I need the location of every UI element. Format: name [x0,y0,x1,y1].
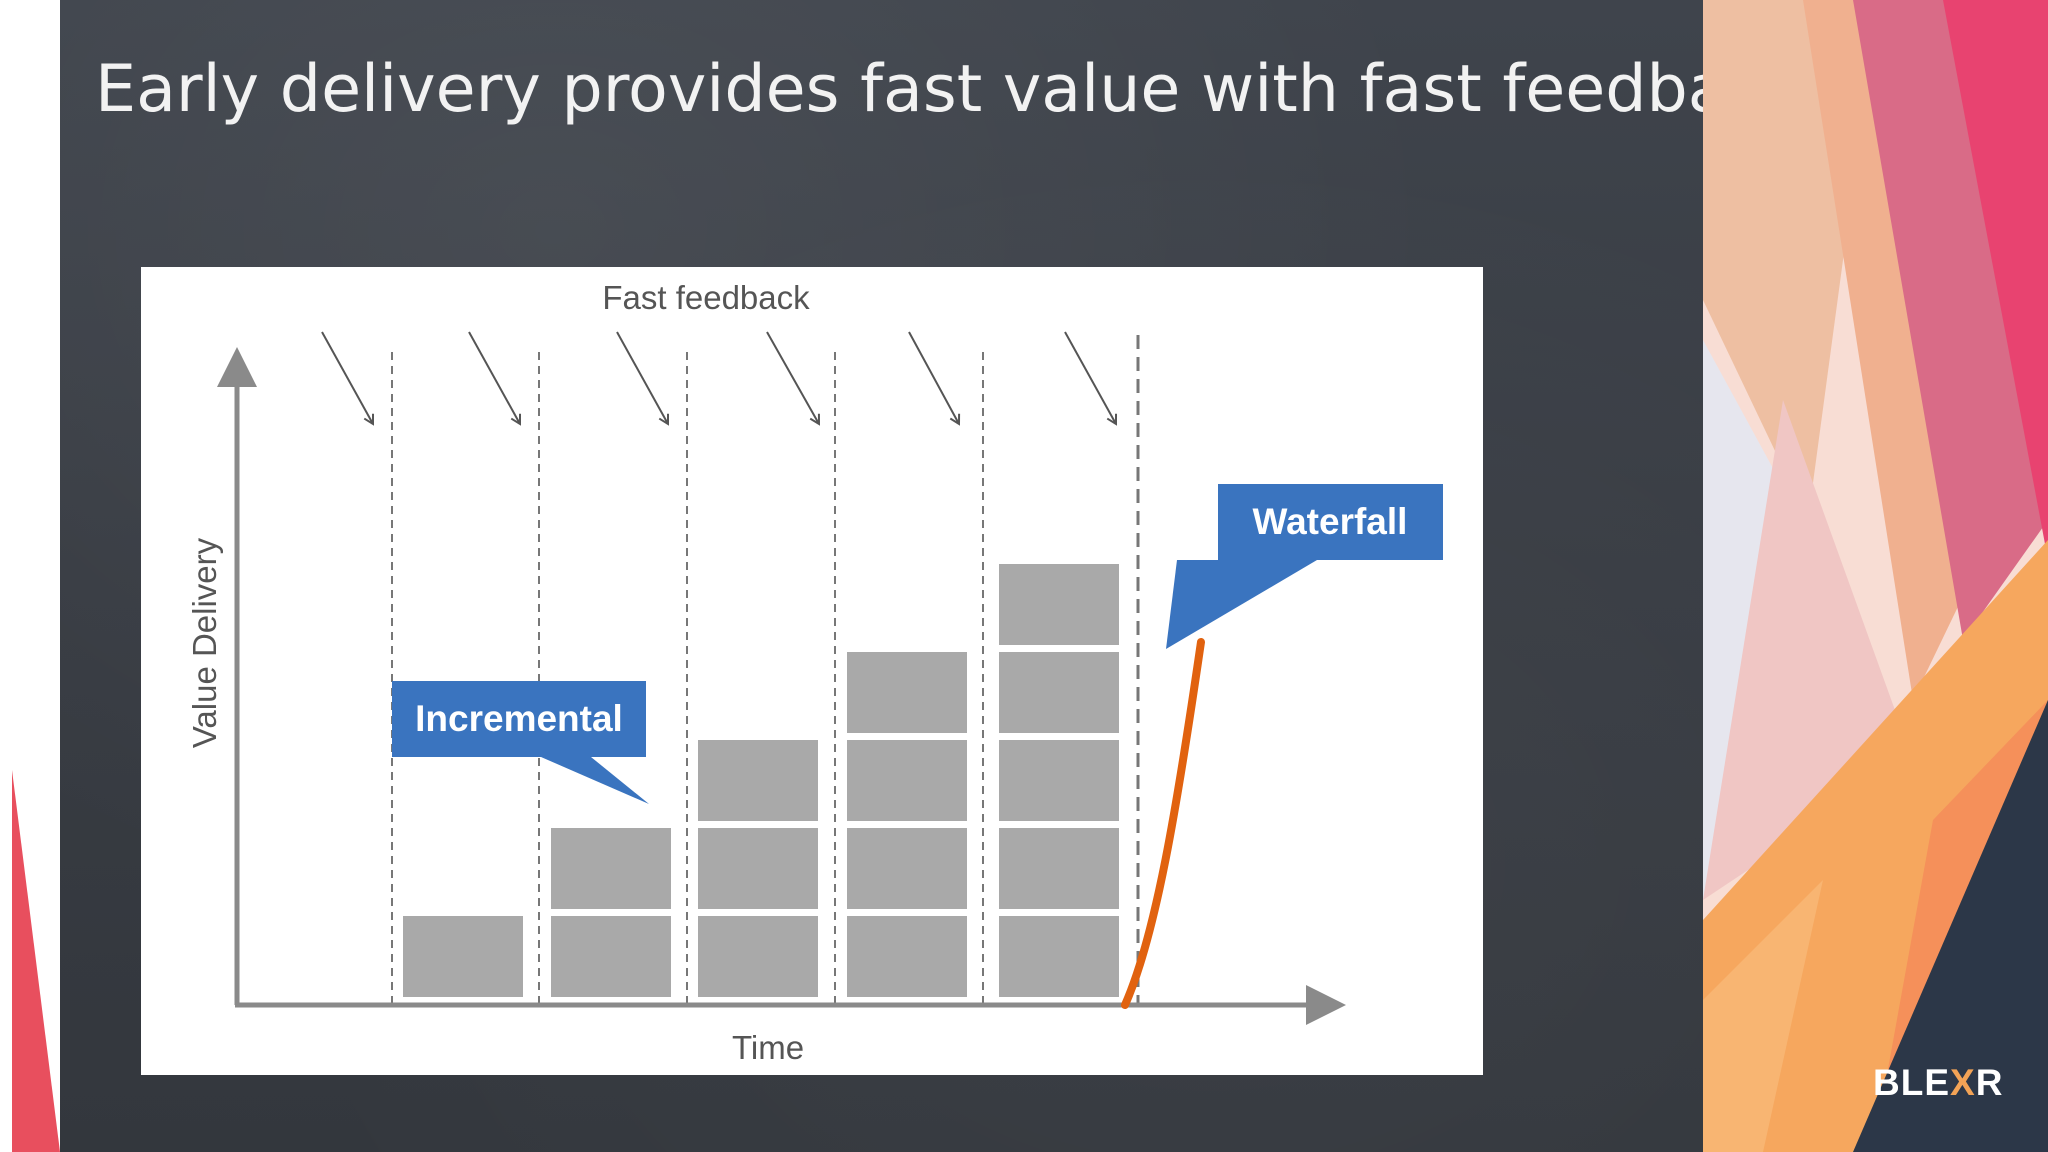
incremental-callout-label: Incremental [415,698,623,739]
increment-block-1-1 [403,916,523,997]
increment-block-5-1 [999,916,1119,997]
waterfall-curve [1121,638,1205,1009]
increment-blocks [403,564,1119,997]
left-decoration-strip [0,0,60,1152]
increment-block-4-2 [847,828,967,909]
logo-text-end: R [1975,1062,2004,1103]
incremental-callout-pointer [541,757,649,804]
fast-feedback-label: Fast feedback [602,279,810,316]
logo-text-start: BLE [1873,1062,1950,1103]
brand-decoration [1703,0,2048,1152]
increment-block-4-4 [847,652,967,733]
iteration-dividers [391,352,984,1003]
logo-x-mark: X [1950,1062,1976,1103]
waterfall-callout-box [1218,484,1443,560]
feedback-arrow-1 [321,331,373,424]
increment-block-3-2 [698,828,818,909]
geometric-decoration [1703,0,2048,1152]
waterfall-callout-pointer [1166,560,1317,649]
increment-block-5-2 [999,828,1119,909]
feedback-arrows [321,331,1116,424]
y-axis-label: Value Delivery [186,537,223,748]
increment-block-5-5 [999,564,1119,645]
x-axis-label: Time [732,1029,804,1066]
incremental-callout: Incremental [392,681,649,804]
feedback-arrow-5 [908,331,959,424]
incremental-callout-box [392,681,646,757]
increment-block-4-3 [847,740,967,821]
increment-block-5-3 [999,740,1119,821]
increment-block-2-1 [551,916,671,997]
waterfall-callout-label: Waterfall [1253,501,1408,542]
incremental-vs-waterfall-diagram: Fast feedback Value Delivery Time Incr [186,279,1443,1066]
increment-block-3-1 [698,916,818,997]
increment-block-3-3 [698,740,818,821]
feedback-arrow-6 [1064,331,1116,424]
feedback-arrow-4 [766,331,819,424]
slide-title: Early delivery provides fast value with … [95,52,1801,127]
increment-block-5-4 [999,652,1119,733]
waterfall-callout: Waterfall [1166,484,1443,649]
increment-block-2-2 [551,828,671,909]
diagram-panel: Fast feedback Value Delivery Time Incr [141,267,1483,1075]
feedback-arrow-2 [468,331,520,424]
left-accent-shape [12,770,60,1152]
increment-block-4-1 [847,916,967,997]
feedback-arrow-3 [616,331,668,424]
blexr-logo: BLEXR [1873,1062,2003,1104]
